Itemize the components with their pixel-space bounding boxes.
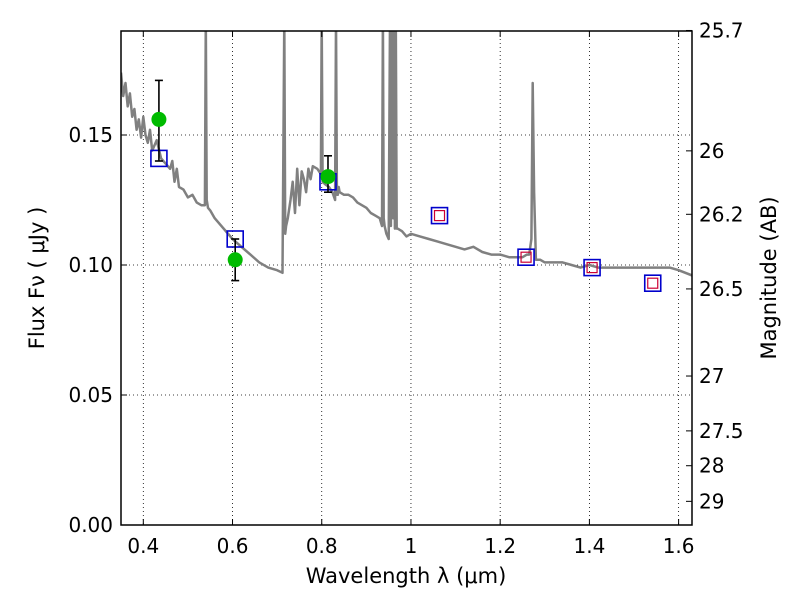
right-magnitude-axis: 25.7 26 26.2 26.5 27 27.5 28 29 [686, 18, 744, 513]
model-band-square [517, 248, 535, 266]
right-tick-label: 25.7 [699, 18, 744, 42]
y-tick-label: 0.10 [68, 253, 113, 277]
model-spectrum [121, 31, 692, 277]
y-tick-label: 0.15 [68, 123, 113, 147]
model-band-inner-square [647, 277, 659, 289]
observed-point [320, 169, 336, 185]
model-band-inner-square [520, 251, 532, 263]
y-tick-label: 0.05 [68, 383, 113, 407]
observed-points [151, 79, 336, 282]
model-band-inner-square [433, 210, 446, 222]
model-band-square [430, 206, 449, 225]
x-tick-label: 1.4 [573, 534, 605, 558]
y-tick-label: 0.00 [68, 513, 113, 537]
x-tick-label: 1 [405, 534, 418, 558]
model-band-square [583, 258, 601, 277]
observed-point [227, 252, 243, 268]
x-tick-label: 0.6 [217, 534, 249, 558]
right-tick-label: 27 [699, 364, 724, 388]
right-axis-title: Magnitude (AB) [757, 196, 781, 359]
x-axis: 0.4 0.6 0.8 1 1.2 1.4 1.6 [127, 31, 695, 558]
right-tick-label: 26.5 [699, 277, 744, 301]
model-band-points [150, 149, 662, 293]
right-tick-label: 28 [699, 454, 724, 478]
x-tick-label: 1.2 [484, 534, 516, 558]
y-axis-title: Flux Fν ( μJy ) [25, 207, 49, 350]
x-tick-label: 0.4 [127, 534, 159, 558]
y-axis: 0.00 0.05 0.10 0.15 [68, 123, 127, 537]
right-tick-label: 27.5 [699, 419, 744, 443]
model-band-inner-square [586, 262, 598, 274]
x-tick-label: 1.6 [663, 534, 695, 558]
right-tick-label: 26 [699, 139, 724, 163]
x-tick-label: 0.8 [306, 534, 338, 558]
observed-point [151, 111, 167, 127]
x-axis-title: Wavelength λ (μm) [306, 564, 507, 588]
right-tick-label: 29 [699, 489, 724, 513]
model-spectrum-line [121, 31, 692, 277]
plot-frame [120, 30, 693, 526]
right-tick-label: 26.2 [699, 202, 744, 226]
model-band-square [643, 274, 662, 293]
